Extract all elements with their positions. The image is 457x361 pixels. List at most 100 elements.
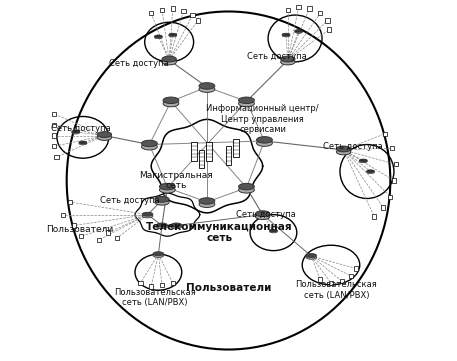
Bar [97, 238, 101, 242]
Bar [52, 144, 56, 148]
Bar [325, 18, 329, 23]
Text: Сеть доступа: Сеть доступа [247, 52, 307, 61]
Bar [170, 281, 175, 285]
Ellipse shape [359, 159, 367, 162]
Ellipse shape [162, 59, 176, 65]
Text: Пользователи: Пользователи [186, 283, 271, 293]
Ellipse shape [162, 56, 176, 62]
Ellipse shape [270, 230, 277, 233]
Text: Сеть доступа: Сеть доступа [236, 210, 296, 219]
Bar [349, 274, 353, 278]
Ellipse shape [359, 160, 367, 163]
Bar [393, 162, 398, 166]
Bar [115, 236, 119, 240]
Bar [106, 230, 110, 235]
Bar [372, 214, 376, 219]
Ellipse shape [255, 211, 270, 217]
Bar [318, 11, 322, 16]
Bar [54, 155, 59, 159]
Bar [138, 281, 143, 285]
Bar [191, 142, 197, 161]
Ellipse shape [142, 214, 153, 218]
Ellipse shape [295, 30, 303, 32]
Ellipse shape [239, 100, 255, 107]
Bar [307, 6, 312, 11]
Bar [199, 149, 204, 168]
Ellipse shape [171, 223, 182, 227]
Ellipse shape [154, 36, 162, 39]
Bar [61, 213, 65, 217]
Bar [392, 178, 396, 183]
Ellipse shape [336, 149, 351, 155]
Text: Магистральная
сеть: Магистральная сеть [139, 171, 213, 190]
Ellipse shape [171, 225, 182, 229]
Bar [233, 139, 239, 157]
Text: Сеть доступа: Сеть доступа [100, 196, 159, 205]
Ellipse shape [159, 187, 175, 193]
Ellipse shape [256, 136, 272, 143]
Ellipse shape [270, 229, 277, 232]
Ellipse shape [153, 252, 164, 256]
Ellipse shape [199, 86, 215, 92]
Ellipse shape [157, 225, 167, 229]
Bar [390, 146, 394, 150]
Ellipse shape [281, 56, 295, 62]
Bar [381, 205, 385, 210]
Text: Сеть доступа: Сеть доступа [51, 124, 111, 133]
Ellipse shape [239, 97, 255, 104]
Ellipse shape [295, 31, 303, 33]
Ellipse shape [306, 253, 317, 257]
Bar [160, 283, 164, 287]
Bar [52, 134, 56, 138]
Bar [286, 8, 290, 12]
Ellipse shape [282, 33, 290, 36]
Ellipse shape [169, 33, 177, 36]
Bar [388, 195, 393, 199]
Bar [52, 123, 56, 127]
Ellipse shape [199, 198, 215, 204]
Bar [297, 5, 301, 9]
Ellipse shape [169, 34, 177, 37]
Ellipse shape [336, 146, 351, 152]
Text: Пользователи: Пользователи [46, 225, 113, 234]
Bar [318, 277, 322, 282]
Text: Информационный центр/
Центр управления
сервисами: Информационный центр/ Центр управления с… [207, 104, 319, 134]
Ellipse shape [72, 130, 80, 133]
Bar [191, 13, 195, 17]
Ellipse shape [306, 255, 317, 259]
Ellipse shape [256, 140, 272, 146]
Text: Пользовательская
сеть (LAN/PBX): Пользовательская сеть (LAN/PBX) [114, 288, 196, 307]
Bar [52, 112, 56, 116]
Ellipse shape [155, 199, 169, 205]
Bar [181, 9, 186, 13]
Ellipse shape [97, 135, 112, 140]
Ellipse shape [154, 35, 162, 38]
Bar [72, 223, 76, 227]
Ellipse shape [199, 83, 215, 89]
Ellipse shape [72, 131, 80, 134]
Ellipse shape [79, 141, 87, 144]
Text: Сеть доступа: Сеть доступа [323, 142, 383, 151]
Ellipse shape [142, 212, 153, 216]
Ellipse shape [159, 183, 175, 190]
Ellipse shape [79, 142, 87, 145]
Bar [340, 279, 344, 283]
Ellipse shape [97, 132, 112, 138]
Ellipse shape [142, 140, 157, 147]
Ellipse shape [367, 171, 374, 174]
Text: Телекоммуникационная
сеть: Телекоммуникационная сеть [146, 222, 293, 243]
Ellipse shape [367, 170, 374, 173]
Bar [196, 18, 200, 23]
Bar [160, 8, 164, 12]
Ellipse shape [155, 196, 169, 202]
Ellipse shape [282, 34, 290, 37]
Ellipse shape [153, 253, 164, 257]
Ellipse shape [239, 183, 255, 190]
Bar [383, 132, 387, 136]
Ellipse shape [255, 214, 270, 219]
Bar [226, 146, 231, 165]
Text: Сеть доступа: Сеть доступа [109, 59, 169, 68]
Bar [79, 234, 83, 238]
Ellipse shape [142, 143, 157, 150]
Ellipse shape [163, 100, 179, 107]
